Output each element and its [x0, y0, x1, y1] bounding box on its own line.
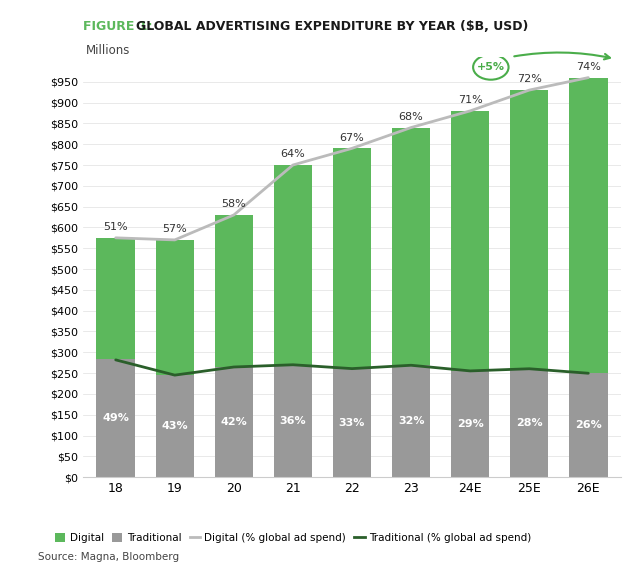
Text: 51%: 51% — [104, 222, 128, 232]
Text: Source: Magna, Bloomberg: Source: Magna, Bloomberg — [38, 552, 180, 562]
Bar — [214, 215, 253, 367]
Text: 74%: 74% — [576, 62, 601, 72]
Bar — [392, 128, 430, 365]
Bar — [274, 365, 312, 477]
Text: 57%: 57% — [163, 224, 187, 234]
Bar — [333, 369, 371, 477]
Text: 33%: 33% — [339, 418, 365, 428]
Text: 32%: 32% — [398, 416, 424, 426]
Bar — [333, 148, 371, 369]
Text: 64%: 64% — [280, 149, 305, 159]
Text: 29%: 29% — [457, 419, 484, 429]
Text: +5%: +5% — [477, 62, 505, 72]
Text: 58%: 58% — [221, 199, 246, 209]
Bar — [392, 365, 430, 477]
Text: 68%: 68% — [399, 112, 424, 122]
Text: 28%: 28% — [516, 418, 543, 428]
Bar — [451, 371, 490, 477]
Bar — [97, 238, 135, 358]
Text: 49%: 49% — [102, 413, 129, 423]
Bar — [451, 111, 490, 371]
Text: Millions: Millions — [86, 44, 131, 57]
Text: 71%: 71% — [458, 95, 483, 105]
Text: 42%: 42% — [220, 417, 247, 427]
Bar — [569, 78, 607, 373]
Bar — [510, 369, 548, 477]
Bar — [97, 358, 135, 477]
Bar — [156, 240, 194, 375]
Text: GLOBAL ADVERTISING EXPENDITURE BY YEAR ($B, USD): GLOBAL ADVERTISING EXPENDITURE BY YEAR (… — [136, 20, 528, 33]
Text: 43%: 43% — [161, 421, 188, 431]
Bar — [569, 373, 607, 477]
Text: 26%: 26% — [575, 420, 602, 430]
Bar — [156, 375, 194, 477]
Text: 72%: 72% — [516, 74, 541, 84]
Bar — [274, 165, 312, 365]
Bar — [214, 367, 253, 477]
Text: 67%: 67% — [340, 132, 364, 143]
Legend: Digital, Traditional, Digital (% global ad spend), Traditional (% global ad spen: Digital, Traditional, Digital (% global … — [51, 529, 535, 548]
Bar — [510, 90, 548, 369]
Text: FIGURE 1:: FIGURE 1: — [83, 20, 157, 33]
Text: 36%: 36% — [280, 416, 306, 426]
